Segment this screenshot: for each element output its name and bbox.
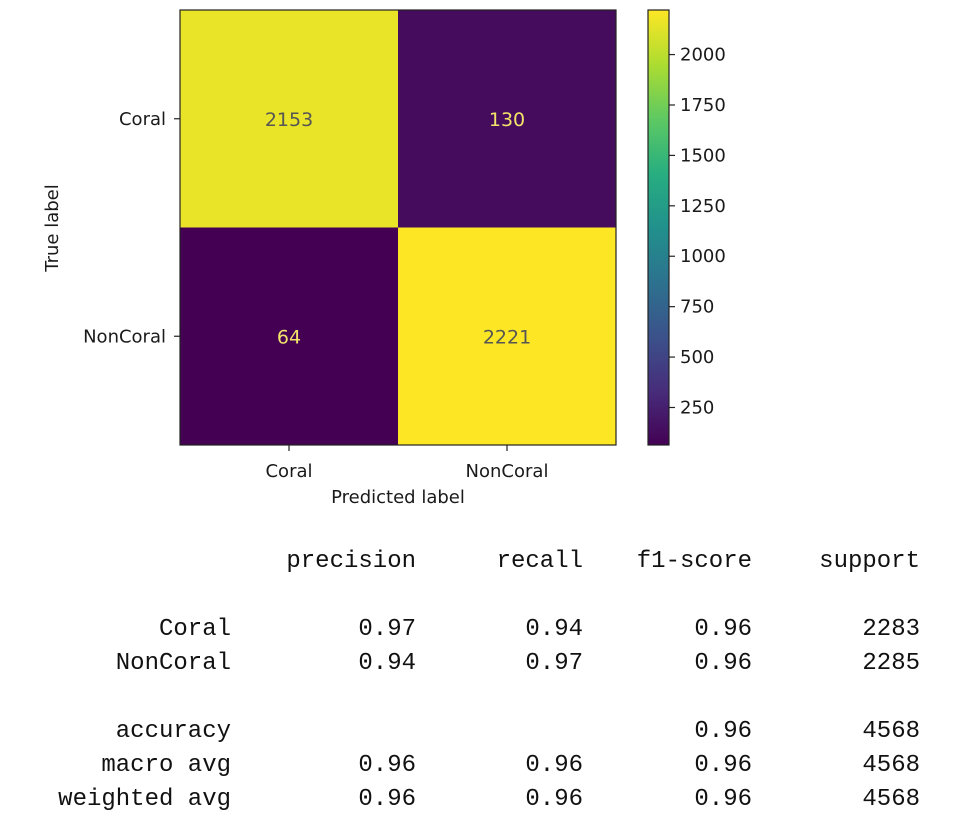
- report-cell: 0.96: [525, 786, 583, 813]
- cell-value-label: 64: [277, 326, 301, 348]
- colorbar-tick-label: 1750: [680, 95, 726, 116]
- plot-frame: [179, 9, 617, 446]
- report-row-label: macro avg: [101, 752, 231, 779]
- colorbar: [647, 9, 670, 446]
- report-cell: 0.94: [525, 616, 583, 643]
- colorbar-tick-label: 500: [680, 347, 714, 368]
- report-row-label: NonCoral: [115, 650, 231, 677]
- y-tick-label: Coral: [119, 109, 166, 130]
- report-cell: 0.96: [694, 752, 752, 779]
- report-cell: 0.96: [694, 616, 752, 643]
- classification-report: precision recall f1-score support Coral 0.97…: [0, 540, 954, 834]
- report-cell: 4568: [862, 752, 920, 779]
- cell-value-label: 2153: [265, 109, 313, 131]
- report-cell: 0.96: [694, 786, 752, 813]
- report-column-header: recall: [496, 548, 583, 575]
- report-cell: 0.96: [694, 718, 752, 745]
- heatmap-cell: [180, 10, 398, 228]
- report-row-label: weighted avg: [58, 786, 231, 813]
- report-cell: 2285: [862, 650, 920, 677]
- report-column-header: support: [819, 548, 920, 575]
- report-cell: 0.96: [525, 752, 583, 779]
- report-row-label: Coral: [158, 616, 231, 643]
- report-cell: 4568: [862, 718, 920, 745]
- report-cell: 4568: [862, 786, 920, 813]
- colorbar-tick-label: 1500: [680, 145, 726, 166]
- report-cell: 0.97: [525, 650, 583, 677]
- report-cell: 0.97: [358, 616, 416, 643]
- report-column-header: f1-score: [636, 548, 752, 575]
- cell-value-label: 130: [489, 109, 525, 131]
- y-axis-label: True label: [42, 184, 63, 273]
- report-cell: 0.96: [694, 650, 752, 677]
- x-tick-label: Coral: [265, 461, 312, 482]
- y-tick-label: NonCoral: [83, 326, 166, 347]
- colorbar-tick-label: 2000: [680, 45, 726, 66]
- report-cell: 0.96: [358, 752, 416, 779]
- confusion-matrix-chart: 2153 130 64 2221 Coral NonCoral Coral NonCora…: [42, 9, 726, 508]
- heatmap-cell: [180, 227, 398, 445]
- cell-value-label: 2221: [483, 326, 531, 348]
- x-axis-label: Predicted label: [331, 487, 465, 508]
- report-cell: 2283: [862, 616, 920, 643]
- report-cell: 0.94: [358, 650, 416, 677]
- colorbar-tick-label: 750: [680, 297, 714, 318]
- report-column-header: precision: [286, 548, 416, 575]
- colorbar-tick-label: 250: [680, 397, 714, 418]
- colorbar-tick-label: 1000: [680, 246, 726, 267]
- heatmap-cell: [398, 10, 616, 228]
- report-cell: 0.96: [358, 786, 416, 813]
- report-row-label: accuracy: [115, 718, 231, 745]
- colorbar-tick-label: 1250: [680, 196, 726, 217]
- heatmap-cell: [398, 227, 616, 445]
- x-tick-label: NonCoral: [466, 461, 549, 482]
